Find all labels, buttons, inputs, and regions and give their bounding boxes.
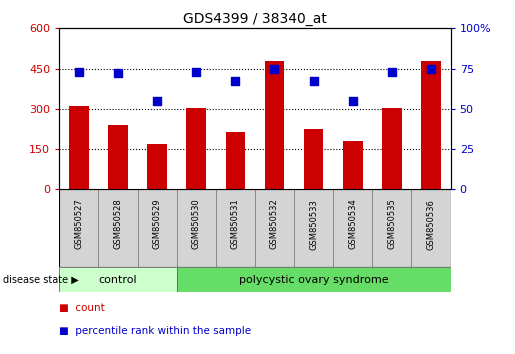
Bar <box>59 267 177 292</box>
Bar <box>265 61 284 189</box>
Text: ■  percentile rank within the sample: ■ percentile rank within the sample <box>59 326 251 336</box>
Bar <box>411 189 451 267</box>
Bar <box>294 189 333 267</box>
Text: GSM850531: GSM850531 <box>231 199 240 250</box>
Text: GSM850536: GSM850536 <box>426 199 436 250</box>
Bar <box>59 189 98 267</box>
Bar <box>138 189 177 267</box>
Bar <box>108 125 128 189</box>
Text: control: control <box>99 275 137 285</box>
Point <box>75 69 83 75</box>
Title: GDS4399 / 38340_at: GDS4399 / 38340_at <box>183 12 327 26</box>
Bar <box>69 106 89 189</box>
Text: GSM850533: GSM850533 <box>309 199 318 250</box>
Text: GSM850534: GSM850534 <box>348 199 357 250</box>
Text: GSM850529: GSM850529 <box>152 199 162 249</box>
Text: disease state ▶: disease state ▶ <box>3 275 78 285</box>
Bar <box>343 141 363 189</box>
Text: GSM850530: GSM850530 <box>192 199 201 250</box>
Text: GSM850535: GSM850535 <box>387 199 397 250</box>
Bar <box>98 189 138 267</box>
Bar <box>147 144 167 189</box>
Point <box>427 66 435 72</box>
Point <box>388 69 396 75</box>
Point <box>192 69 200 75</box>
Point <box>231 79 239 84</box>
Bar <box>382 108 402 189</box>
Point <box>310 79 318 84</box>
Bar <box>372 189 411 267</box>
Text: ■  count: ■ count <box>59 303 105 313</box>
Bar <box>177 189 216 267</box>
Text: GSM850528: GSM850528 <box>113 199 123 250</box>
Point <box>270 66 279 72</box>
Point <box>153 98 161 104</box>
Bar <box>177 267 451 292</box>
Point <box>349 98 357 104</box>
Text: GSM850527: GSM850527 <box>74 199 83 250</box>
Bar <box>216 189 255 267</box>
Text: polycystic ovary syndrome: polycystic ovary syndrome <box>239 275 388 285</box>
Text: GSM850532: GSM850532 <box>270 199 279 250</box>
Bar <box>226 132 245 189</box>
Bar <box>186 108 206 189</box>
Bar <box>333 189 372 267</box>
Bar <box>255 189 294 267</box>
Point <box>114 70 122 76</box>
Bar <box>421 61 441 189</box>
Bar <box>304 129 323 189</box>
